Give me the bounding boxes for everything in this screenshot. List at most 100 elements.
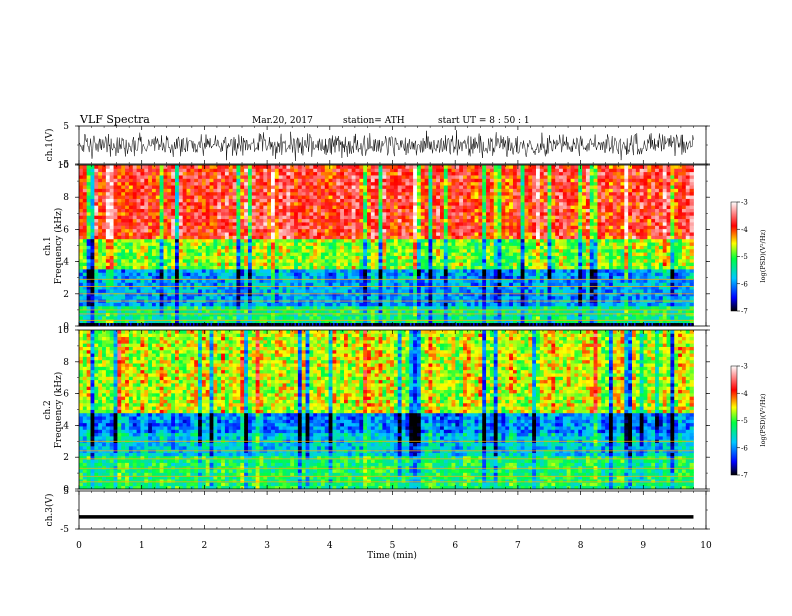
spectrogram-cell xyxy=(317,175,321,179)
spectrogram-cell xyxy=(306,232,310,236)
spectrogram-cell xyxy=(317,252,321,256)
spectrogram-cell xyxy=(144,296,148,300)
spectrogram-cell xyxy=(421,249,425,253)
spectrogram-cell xyxy=(225,303,229,307)
header-date: Mar.20, 2017 xyxy=(252,116,313,126)
spectrogram-cell xyxy=(459,242,463,246)
spectrogram-cell xyxy=(428,242,432,246)
spectrogram-cell xyxy=(217,269,221,273)
spectrogram-cell xyxy=(348,246,352,250)
spectrogram-cell xyxy=(390,296,394,300)
spectrogram-cell xyxy=(137,212,141,216)
spectrogram-cell xyxy=(190,313,194,317)
spectrogram-cell xyxy=(202,212,206,216)
spectrogram-cell xyxy=(217,249,221,253)
spectrogram-cell xyxy=(402,246,406,250)
spectrogram-cell xyxy=(248,205,252,209)
spectrogram-cell xyxy=(87,289,91,293)
spectrogram-cell xyxy=(210,272,214,276)
spectrogram-cell xyxy=(302,242,306,246)
spectrogram-cell xyxy=(340,219,344,223)
spectrogram-cell xyxy=(417,192,421,196)
spectrogram-cell xyxy=(171,165,175,169)
spectrogram-cell xyxy=(206,306,210,310)
spectrogram-cell xyxy=(452,178,456,182)
spectrogram-cell xyxy=(302,199,306,203)
spectrogram-cell xyxy=(336,282,340,286)
spectrogram-cell xyxy=(302,306,306,310)
spectrogram-cell xyxy=(294,235,298,239)
spectrogram-cell xyxy=(452,252,456,256)
spectrogram-cell xyxy=(267,235,271,239)
spectrogram-cell xyxy=(133,202,137,206)
spectrogram-cell xyxy=(279,202,283,206)
spectrogram-cell xyxy=(294,262,298,266)
spectrogram-cell xyxy=(148,199,152,203)
spectrogram-cell xyxy=(163,239,167,243)
spectrogram-cell xyxy=(463,242,467,246)
spectrogram-cell xyxy=(332,165,336,169)
spectrogram-cell xyxy=(332,188,336,192)
spectrogram-cell xyxy=(436,296,440,300)
spectrogram-cell xyxy=(194,222,198,226)
spectrogram-cell xyxy=(210,209,214,213)
spectrogram-cell xyxy=(394,256,398,260)
spectrogram-cell xyxy=(267,256,271,260)
spectrogram-cell xyxy=(467,296,471,300)
spectrogram-cell xyxy=(233,289,237,293)
spectrogram-cell xyxy=(359,269,363,273)
spectrogram-cell xyxy=(332,178,336,182)
spectrogram-cell xyxy=(133,209,137,213)
spectrogram-cell xyxy=(421,316,425,320)
spectrogram-cell xyxy=(190,306,194,310)
spectrogram-cell xyxy=(413,246,417,250)
spectrogram-cell xyxy=(163,303,167,307)
spectrogram-cell xyxy=(206,172,210,176)
spectrogram-cell xyxy=(187,266,191,270)
spectrogram-cell xyxy=(152,246,156,250)
spectrogram-cell xyxy=(321,202,325,206)
spectrogram-cell xyxy=(129,192,133,196)
spectrogram-cell xyxy=(152,222,156,226)
spectrogram-cell xyxy=(409,212,413,216)
spectrogram-cell xyxy=(290,249,294,253)
spectrogram-cell xyxy=(405,319,409,323)
spectrogram-cell xyxy=(440,229,444,233)
spectrogram-cell xyxy=(398,215,402,219)
spectrogram-cell xyxy=(286,215,290,219)
spectrogram-cell xyxy=(236,296,240,300)
spectrogram-cell xyxy=(256,262,260,266)
spectrogram-cell xyxy=(114,249,118,253)
spectrogram-cell xyxy=(306,235,310,239)
spectrogram-cell xyxy=(367,202,371,206)
spectrogram-cell xyxy=(210,192,214,196)
spectrogram-cell xyxy=(179,319,183,323)
spectrogram-cell xyxy=(198,182,202,186)
spectrogram-cell xyxy=(290,202,294,206)
spectrogram-cell xyxy=(298,205,302,209)
spectrogram-cell xyxy=(398,188,402,192)
spectrogram-cell xyxy=(194,168,198,172)
spectrogram-cell xyxy=(221,246,225,250)
spectrogram-cell xyxy=(190,296,194,300)
spectrogram-cell xyxy=(325,292,329,296)
spectrogram-cell xyxy=(394,222,398,226)
spectrogram-cell xyxy=(336,259,340,263)
spectrogram-cell xyxy=(213,229,217,233)
spectrogram-cell xyxy=(210,199,214,203)
spectrogram-cell xyxy=(356,232,360,236)
spectrogram-cell xyxy=(256,178,260,182)
spectrogram-cell xyxy=(455,252,459,256)
spectrogram-cell xyxy=(202,188,206,192)
spectrogram-cell xyxy=(221,175,225,179)
spectrogram-cell xyxy=(275,292,279,296)
spectrogram-cell xyxy=(317,262,321,266)
spectrogram-cell xyxy=(463,282,467,286)
spectrogram-cell xyxy=(348,205,352,209)
spectrogram-cell xyxy=(248,235,252,239)
spectrogram-cell xyxy=(83,168,87,172)
spectrogram-cell xyxy=(152,175,156,179)
spectrogram-cell xyxy=(306,209,310,213)
spectrogram-cell xyxy=(275,266,279,270)
spectrogram-cell xyxy=(283,188,287,192)
